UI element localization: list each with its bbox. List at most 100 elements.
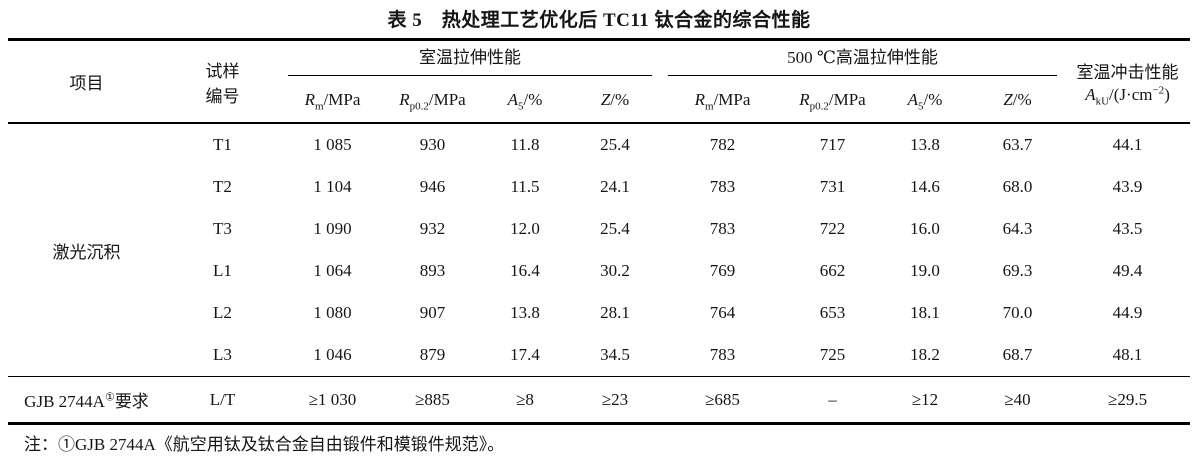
table-cell: 907: [419, 303, 446, 322]
table-cell: 725: [819, 345, 846, 364]
table-cell: 893: [419, 261, 446, 280]
table-cell: 12.0: [510, 219, 540, 238]
table-cell: 11.5: [510, 177, 540, 196]
properties-table: 项目 试样 编号 室温拉伸性能 500 ℃高温拉伸性能 室温冲击性能 AkU/(…: [8, 38, 1191, 425]
sample-id: L/T: [165, 376, 280, 424]
sample-id: T3: [213, 219, 232, 238]
table-header: 项目 试样 编号 室温拉伸性能 500 ℃高温拉伸性能 室温冲击性能 AkU/(…: [8, 39, 1191, 124]
table-cell: 25.4: [600, 135, 630, 154]
table-cell: 69.3: [1002, 261, 1033, 280]
table-row-l3: L3 1 046 879 17.4 34.5 783 725 18.2 68.7…: [8, 334, 1190, 377]
table-cell: 18.2: [910, 345, 940, 364]
table-cell: 16.0: [910, 219, 940, 238]
table-cell: 13.8: [510, 303, 540, 322]
table-cell: 1 104: [313, 177, 352, 196]
table-cell: 43.9: [1112, 177, 1143, 196]
header-ht-rp02: Rp0.2/MPa: [785, 77, 880, 124]
header-row-subcolumns: Rm/MPa Rp0.2/MPa A5/% Z/% Rm/MPa Rp0.2/M…: [8, 77, 1190, 124]
group-label-laser-deposition: 激光沉积: [52, 242, 121, 262]
table-cell: 28.1: [600, 303, 630, 322]
table-cell: 25.4: [600, 219, 630, 238]
table-cell: 932: [419, 219, 446, 238]
table-cell: ≥885: [385, 376, 480, 424]
table-cell: 1 046: [313, 345, 352, 364]
table-cell: –: [785, 376, 880, 424]
sample-id: L3: [213, 345, 232, 364]
table-cell: 879: [419, 345, 446, 364]
sample-id: L1: [213, 261, 232, 280]
table-body: 激光沉积 T1 1 085 930 11.8 25.4 782 717 13.8…: [8, 123, 1191, 424]
table-cell: ≥1 030: [280, 376, 385, 424]
table-cell: 48.1: [1112, 345, 1143, 364]
sample-id: T2: [213, 177, 232, 196]
table-cell: ≥23: [570, 376, 660, 424]
table-cell: 717: [819, 135, 846, 154]
table-cell: 1 090: [313, 219, 352, 238]
sample-id: L2: [213, 303, 232, 322]
table-cell: 764: [709, 303, 736, 322]
table-footnote: 注：①GJB 2744A《航空用钛及钛合金自由锻件和模锻件规范》。: [24, 435, 505, 454]
table-cell: 11.8: [510, 135, 540, 154]
table-cell: 64.3: [1002, 219, 1033, 238]
header-rt-rp02: Rp0.2/MPa: [385, 77, 480, 124]
table-cell: 49.4: [1112, 261, 1143, 280]
header-sample-line2: 编号: [205, 86, 240, 106]
table-cell: 63.7: [1002, 135, 1033, 154]
header-row-groups: 项目 试样 编号 室温拉伸性能 500 ℃高温拉伸性能 室温冲击性能 AkU/(…: [8, 39, 1191, 124]
table-cell: 44.1: [1112, 135, 1143, 154]
table-cell: 1 080: [313, 303, 352, 322]
header-sample-no: 试样 编号: [165, 39, 280, 124]
table-title: 表 5 热处理工艺优化后 TC11 钛合金的综合性能: [387, 10, 811, 31]
table-cell: ≥40: [970, 376, 1066, 424]
table-cell: 34.5: [600, 345, 630, 364]
header-group-room-temp-tensile: 室温拉伸性能: [280, 40, 660, 78]
header-rt-a5: A5/%: [480, 77, 570, 124]
table-row-l2: L2 1 080 907 13.8 28.1 764 653 18.1 70.0…: [8, 292, 1190, 334]
table-cell: 782: [709, 135, 736, 154]
header-group-impact: 室温冲击性能 AkU/(J·cm−2): [1065, 39, 1191, 124]
table-row-requirement: GJB 2744A①要求 L/T ≥1 030 ≥885 ≥8 ≥23 ≥685…: [8, 376, 1191, 424]
table-cell: ≥29.5: [1065, 376, 1191, 424]
table-cell: 68.7: [1002, 345, 1033, 364]
table-cell: 18.1: [910, 303, 940, 322]
table-cell: 16.4: [510, 261, 540, 280]
footnote-marker: ①: [104, 391, 115, 404]
table-row-l1: L1 1 064 893 16.4 30.2 769 662 19.0 69.3…: [8, 250, 1190, 292]
table-cell: 1 085: [313, 135, 352, 154]
requirement-label: GJB 2744A①要求: [8, 376, 165, 424]
table-row-t2: T2 1 104 946 11.5 24.1 783 731 14.6 68.0…: [8, 166, 1190, 208]
table-cell: 722: [819, 219, 846, 238]
table-cell: 70.0: [1002, 303, 1033, 322]
header-item: 项目: [8, 39, 165, 124]
table-cell: 783: [709, 177, 736, 196]
table-row-t1: 激光沉积 T1 1 085 930 11.8 25.4 782 717 13.8…: [8, 123, 1190, 262]
table-cell: 731: [819, 177, 846, 196]
table-cell: 24.1: [600, 177, 630, 196]
table-cell: 662: [819, 261, 846, 280]
table-cell: 783: [709, 345, 736, 364]
table-cell: 1 064: [313, 261, 352, 280]
table-cell: 946: [419, 177, 446, 196]
table-cell: 653: [819, 303, 846, 322]
header-ht-z: Z/%: [970, 77, 1066, 124]
table-cell: 930: [419, 135, 446, 154]
table-cell: 13.8: [910, 135, 940, 154]
header-rt-rm: Rm/MPa: [280, 77, 385, 124]
table-cell: 19.0: [910, 261, 940, 280]
table-cell: 14.6: [910, 177, 940, 196]
sample-id: T1: [213, 135, 232, 154]
header-ht-a5: A5/%: [880, 77, 970, 124]
header-rt-z: Z/%: [570, 77, 660, 124]
table-cell: 44.9: [1112, 303, 1143, 322]
table-cell: ≥12: [880, 376, 970, 424]
table-cell: ≥8: [480, 376, 570, 424]
header-ht-rm: Rm/MPa: [660, 77, 785, 124]
impact-unit: AkU/(J·cm−2): [1085, 84, 1170, 108]
table-cell: 30.2: [600, 261, 630, 280]
header-group-500c-tensile: 500 ℃高温拉伸性能: [660, 40, 1065, 78]
impact-group-label: 室温冲击性能: [1076, 63, 1179, 82]
header-sample-line1: 试样: [205, 61, 240, 81]
table-cell: ≥685: [660, 376, 785, 424]
table-cell: 68.0: [1002, 177, 1033, 196]
table-cell: 769: [709, 261, 736, 280]
